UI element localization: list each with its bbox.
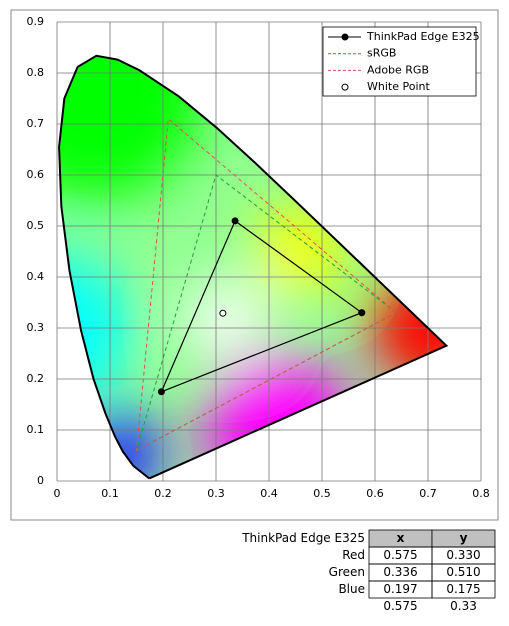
legend-label: White Point [367, 80, 430, 93]
column-header: y [460, 531, 468, 545]
y-tick-label: 0.6 [27, 168, 45, 181]
legend-marker [341, 83, 349, 91]
cell-value: 0.33 [450, 599, 477, 613]
legend-box [322, 26, 477, 97]
point-marker [231, 217, 239, 225]
legend-label: Adobe RGB [367, 63, 429, 76]
point-marker [157, 388, 165, 396]
spectral-locus [58, 54, 449, 480]
x-tick-label: 0.4 [260, 487, 278, 500]
x-tick-label: 0.1 [101, 487, 119, 500]
y-tick-label: 0 [37, 474, 44, 487]
point-marker [358, 309, 366, 317]
point-marker [219, 309, 227, 317]
x-tick-label: 0.5 [313, 487, 331, 500]
y-tick-label: 0.5 [27, 219, 45, 232]
table-title: ThinkPad Edge E325 [241, 531, 365, 545]
x-tick-label: 0.7 [419, 487, 437, 500]
legend-label: ThinkPad Edge E325 [366, 30, 480, 43]
x-tick-label: 0.3 [207, 487, 225, 500]
legend-label: sRGB [367, 47, 396, 60]
cell-value: 0.575 [383, 599, 417, 613]
cell-value: 0.330 [446, 548, 480, 562]
y-tick-label: 0.3 [27, 321, 45, 334]
table-cell [431, 580, 496, 599]
y-tick-label: 0.4 [27, 270, 45, 283]
x-tick-label: 0.8 [472, 487, 490, 500]
y-tick-label: 0.9 [27, 15, 45, 28]
row-label: Red [342, 548, 365, 562]
cell-value: 0.175 [446, 582, 480, 596]
row-label: Green [329, 565, 365, 579]
cell-value: 0.575 [383, 548, 417, 562]
cell-value: 0.510 [446, 565, 480, 579]
y-tick-label: 0.2 [27, 372, 45, 385]
column-header: x [397, 531, 405, 545]
x-tick-label: 0.6 [366, 487, 384, 500]
y-tick-label: 0.7 [27, 117, 45, 130]
x-tick-label: 0 [54, 487, 61, 500]
cell-value: 0.197 [383, 582, 417, 596]
legend-marker [341, 33, 349, 41]
series-line [135, 117, 397, 452]
y-tick-label: 0.1 [27, 423, 45, 436]
y-tick-label: 0.8 [27, 66, 45, 79]
x-tick-label: 0.2 [154, 487, 172, 500]
series-line [160, 219, 363, 393]
row-label: Blue [338, 582, 365, 596]
cell-value: 0.336 [383, 565, 417, 579]
